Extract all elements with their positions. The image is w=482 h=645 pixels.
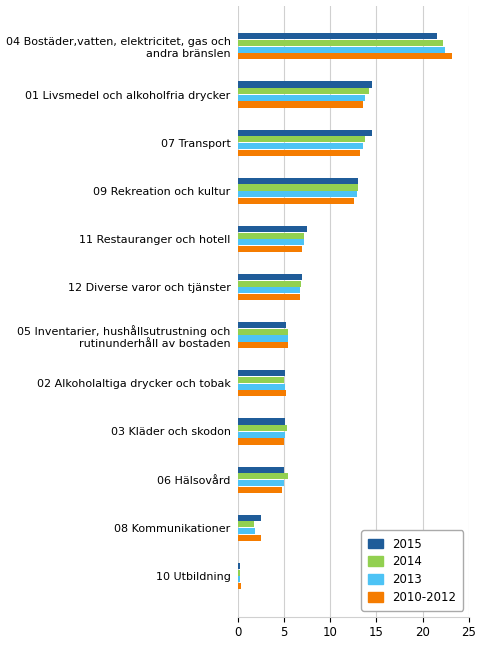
Bar [238, 419, 285, 424]
Bar [238, 390, 286, 397]
Bar [238, 439, 284, 444]
Bar [238, 95, 365, 101]
Bar [238, 570, 241, 575]
Bar [238, 81, 372, 88]
Bar [238, 563, 241, 569]
Bar [238, 576, 241, 582]
Bar [238, 535, 261, 541]
Bar [238, 583, 241, 589]
Bar [238, 130, 372, 135]
Bar [238, 54, 452, 59]
Bar [238, 384, 285, 390]
Bar [238, 239, 304, 245]
Bar [238, 322, 286, 328]
Bar [238, 515, 261, 521]
Bar [238, 184, 358, 190]
Bar [238, 335, 288, 342]
Legend: 2015, 2014, 2013, 2010-2012: 2015, 2014, 2013, 2010-2012 [362, 530, 463, 611]
Bar [238, 342, 288, 348]
Bar [238, 466, 284, 473]
Bar [238, 198, 354, 204]
Bar [238, 294, 300, 300]
Bar [238, 281, 301, 287]
Bar [238, 473, 288, 479]
Bar [238, 46, 445, 53]
Bar [238, 150, 360, 155]
Bar [238, 521, 254, 528]
Bar [238, 274, 302, 280]
Bar [238, 486, 282, 493]
Bar [238, 528, 255, 534]
Bar [238, 287, 300, 293]
Bar [238, 34, 437, 39]
Bar [238, 425, 287, 432]
Bar [238, 377, 284, 383]
Bar [238, 329, 288, 335]
Bar [238, 143, 362, 149]
Bar [238, 88, 369, 94]
Bar [238, 432, 285, 438]
Bar [238, 233, 304, 239]
Bar [238, 40, 443, 46]
Bar [238, 136, 365, 143]
Bar [238, 101, 362, 108]
Bar [238, 480, 284, 486]
Bar [238, 191, 357, 197]
Bar [238, 226, 307, 232]
Bar [238, 246, 302, 252]
Bar [238, 370, 285, 377]
Bar [238, 178, 358, 184]
